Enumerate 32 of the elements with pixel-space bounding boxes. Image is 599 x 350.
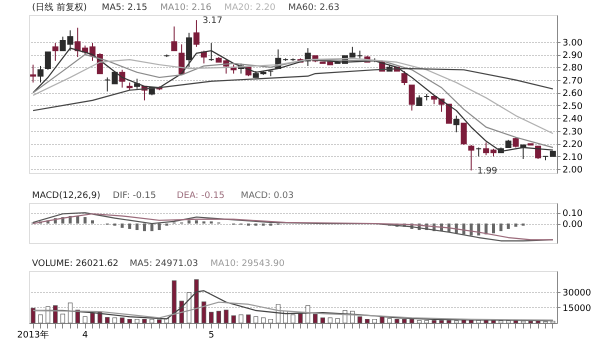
chart-title: MACD(12,26,9) xyxy=(32,191,100,201)
y-tick-label: 2.20 xyxy=(562,140,583,150)
text: MACD: 0.03 xyxy=(240,191,294,201)
y-tick-label: 3.00 xyxy=(562,38,583,48)
y-tick-label: 2.30 xyxy=(562,127,583,138)
text: MA5: 2.15 xyxy=(102,3,148,13)
text: DEA: -0.15 xyxy=(176,191,225,201)
y-tick-label: 2.80 xyxy=(562,64,583,74)
annotation: 1.99 xyxy=(477,166,498,176)
text: MA5: 24971.03 xyxy=(130,259,198,269)
series-label: DIF: -0.15 xyxy=(112,191,156,201)
chart-title: (日线 前复权) xyxy=(32,2,87,13)
y-tick-label: 15000 xyxy=(562,304,592,314)
text: MA10: 29543.90 xyxy=(210,259,285,269)
text: MA10: 2.16 xyxy=(160,3,212,13)
annotation: 3.17 xyxy=(202,16,223,26)
text: MA20: 2.20 xyxy=(224,3,276,13)
x-tick-label: 4 xyxy=(82,330,88,340)
y-tick-label: 0.00 xyxy=(562,220,583,230)
text: MA60: 2.63 xyxy=(288,3,340,13)
y-tick-label: 2.40 xyxy=(562,114,583,125)
y-tick-label: 2.10 xyxy=(562,152,583,163)
x-tick-label: 2013年 xyxy=(17,330,50,340)
x-tick-label: 5 xyxy=(208,330,214,340)
y-tick-label: 2.00 xyxy=(562,166,583,176)
y-tick-label: 2.50 xyxy=(562,102,583,112)
y-tick-label: 30000 xyxy=(562,288,592,298)
y-tick-label: 2.90 xyxy=(562,51,583,61)
y-tick-label: 2.70 xyxy=(562,76,583,86)
y-tick-label: 2.60 xyxy=(562,89,583,100)
chart-title: VOLUME: 26021.62 xyxy=(32,259,119,269)
y-tick-label: 0.10 xyxy=(562,209,583,220)
